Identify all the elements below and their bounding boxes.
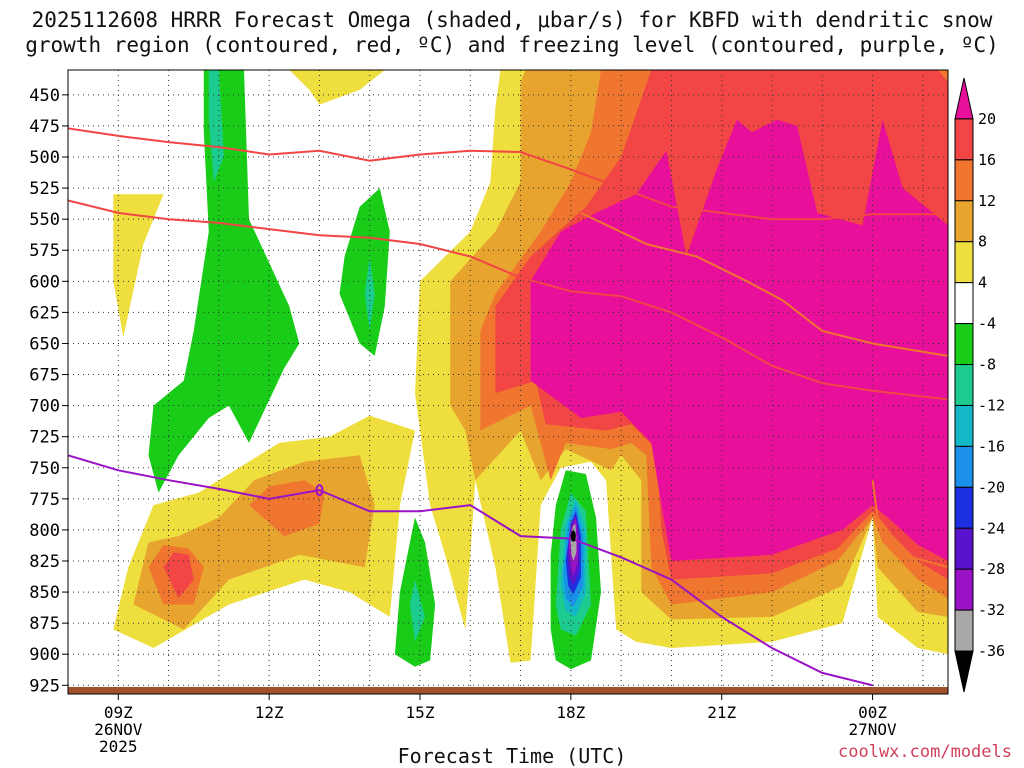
colorbar: 20 16 12 8 4 -4 -8 -12 -16 -20 -24 -28 -32 -36 xyxy=(954,77,1005,693)
colorbar-label-20: 20 xyxy=(978,110,996,128)
x-tick-date-09Z: 26NOV xyxy=(94,720,143,739)
x-axis-label: Forecast Time (UTC) xyxy=(397,744,627,768)
freezing-level-line xyxy=(68,454,873,687)
plot-frame xyxy=(67,69,949,695)
colorbar-segment-14 xyxy=(954,650,974,693)
x-tick-label-18Z: 18Z xyxy=(556,703,585,722)
y-tick-label-825: 825 xyxy=(29,552,60,572)
x-tick-label-15Z: 15Z xyxy=(406,703,435,722)
freezing-level-zero-marker xyxy=(315,484,324,497)
y-axis-ticks: 450 475 500 525 550 575 600 625 650 675 700 725 750 7… xyxy=(29,86,68,696)
colorbar-label-neg28: -28 xyxy=(978,560,1005,578)
dgz-right-contour xyxy=(871,480,948,569)
colorbar-label-8: 8 xyxy=(978,233,987,251)
omega-region-descent-blob-mid-neg8 xyxy=(364,256,375,331)
colorbar-label-neg36: -36 xyxy=(978,642,1005,660)
y-tick-label-850: 850 xyxy=(29,583,60,603)
y-tick-label-525: 525 xyxy=(29,179,60,199)
colorbar-segment-1 xyxy=(954,118,974,161)
y-tick-label-600: 600 xyxy=(29,272,60,292)
colorbar-segment-12 xyxy=(954,568,974,611)
colorbar-segment-2 xyxy=(954,159,974,202)
omega-region-mid-left-blob-12 xyxy=(249,480,325,537)
x-tick-label-09Z: 09Z xyxy=(104,703,133,722)
colorbar-segment-8 xyxy=(954,404,974,447)
colorbar-label-neg24: -24 xyxy=(978,519,1005,537)
colorbar-label-16: 16 xyxy=(978,151,996,169)
colorbar-segment-10 xyxy=(954,486,974,529)
colorbar-segment-6 xyxy=(954,323,974,366)
colorbar-segment-11 xyxy=(954,527,974,570)
dgz-top-line xyxy=(68,127,948,221)
y-tick-label-900: 900 xyxy=(29,645,60,665)
omega-region-left-yellow-column-4 xyxy=(113,194,164,338)
descent-core-min-marker xyxy=(570,530,576,542)
y-tick-label-800: 800 xyxy=(29,521,60,541)
y-tick-label-650: 650 xyxy=(29,334,60,354)
y-tick-label-750: 750 xyxy=(29,459,60,479)
y-tick-label-500: 500 xyxy=(29,148,60,168)
colorbar-segment-13 xyxy=(954,609,974,652)
y-tick-label-675: 675 xyxy=(29,366,60,386)
colorbar-label-neg16: -16 xyxy=(978,437,1005,455)
contour-lines xyxy=(68,127,948,687)
colorbar-label-neg12: -12 xyxy=(978,396,1005,414)
y-tick-label-575: 575 xyxy=(29,241,60,261)
x-tick-label-21Z: 21Z xyxy=(707,703,736,722)
colorbar-segment-7 xyxy=(954,364,974,406)
y-tick-label-450: 450 xyxy=(29,86,60,106)
colorbar-segment-0 xyxy=(954,77,974,120)
colorbar-label-neg4: -4 xyxy=(978,315,996,333)
x-tick-label-12Z: 12Z xyxy=(255,703,284,722)
colorbar-label-neg32: -32 xyxy=(978,601,1005,619)
x-tick-date-00Z: 27NOV xyxy=(848,720,897,739)
colorbar-segment-5 xyxy=(954,282,974,325)
dgz-bottom-line xyxy=(68,199,948,401)
omega-shaded-regions xyxy=(113,70,948,670)
y-tick-label-700: 700 xyxy=(29,397,60,417)
colorbar-label-neg8: -8 xyxy=(978,356,996,374)
y-tick-label-775: 775 xyxy=(29,490,60,510)
colorbar-label-neg20: -20 xyxy=(978,478,1005,496)
y-tick-label-875: 875 xyxy=(29,614,60,634)
y-tick-label-925: 925 xyxy=(29,676,60,696)
omega-region-descent-column-left-neg8 xyxy=(208,70,224,182)
chart-title-line-1: 2025112608 HRRR Forecast Omega (shaded, … xyxy=(31,8,993,32)
colorbar-segment-4 xyxy=(954,241,974,284)
colorbar-label-4: 4 xyxy=(978,274,987,292)
y-tick-label-625: 625 xyxy=(29,303,60,323)
x-tick-year-09Z: 2025 xyxy=(99,737,138,756)
chart-title-line-2: growth region (contoured, red, ºC) and f… xyxy=(25,33,999,57)
credit-text: coolwx.com/models xyxy=(838,742,1012,762)
omega-region-descent-blob-low-neg8 xyxy=(409,579,425,642)
omega-region-lower-left-blob-16 xyxy=(163,552,194,599)
omega-region-upper-ascent-plume-20 xyxy=(530,119,948,561)
colorbar-label-12: 12 xyxy=(978,192,996,210)
omega-region-descent-blob-mid-neg4 xyxy=(339,188,390,356)
y-tick-label-550: 550 xyxy=(29,210,60,230)
dgz-lower-contour xyxy=(580,211,948,357)
ground-surface-bar xyxy=(68,687,948,694)
colorbar-segment-3 xyxy=(954,200,974,243)
omega-region-upper-left-blob-4 xyxy=(289,70,385,105)
grid-lines xyxy=(68,70,948,694)
x-tick-label-00Z: 00Z xyxy=(858,703,887,722)
colorbar-segment-9 xyxy=(954,445,974,488)
y-tick-label-725: 725 xyxy=(29,428,60,448)
y-tick-label-475: 475 xyxy=(29,117,60,137)
